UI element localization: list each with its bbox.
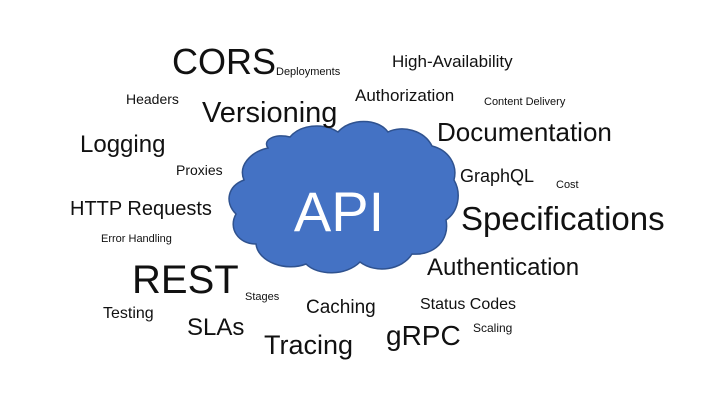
word-http-requests: HTTP Requests	[70, 198, 212, 220]
word-logging: Logging	[80, 131, 166, 158]
word-graphql: GraphQL	[460, 166, 535, 186]
word-cors: CORS	[172, 41, 277, 82]
word-specifications: Specifications	[461, 200, 665, 237]
word-authentication: Authentication	[427, 254, 580, 281]
word-proxies: Proxies	[176, 162, 223, 178]
word-documentation: Documentation	[437, 117, 612, 147]
word-deployments: Deployments	[276, 66, 341, 78]
word-cost: Cost	[556, 179, 579, 191]
word-headers: Headers	[126, 91, 179, 107]
word-high-availability: High-Availability	[392, 52, 513, 71]
word-stages: Stages	[245, 291, 280, 303]
word-content-delivery: Content Delivery	[484, 96, 566, 108]
word-testing: Testing	[103, 305, 154, 322]
word-versioning: Versioning	[202, 97, 338, 129]
word-slas: SLAs	[187, 314, 245, 341]
word-scaling: Scaling	[473, 321, 513, 335]
word-caching: Caching	[306, 297, 376, 318]
word-rest: REST	[132, 258, 239, 302]
word-authorization: Authorization	[355, 86, 455, 105]
word-error-handling: Error Handling	[101, 233, 172, 245]
word-status-codes: Status Codes	[420, 296, 517, 313]
word-tracing: Tracing	[264, 330, 354, 360]
api-center-label: API	[293, 180, 385, 243]
word-grpc: gRPC	[386, 320, 461, 351]
